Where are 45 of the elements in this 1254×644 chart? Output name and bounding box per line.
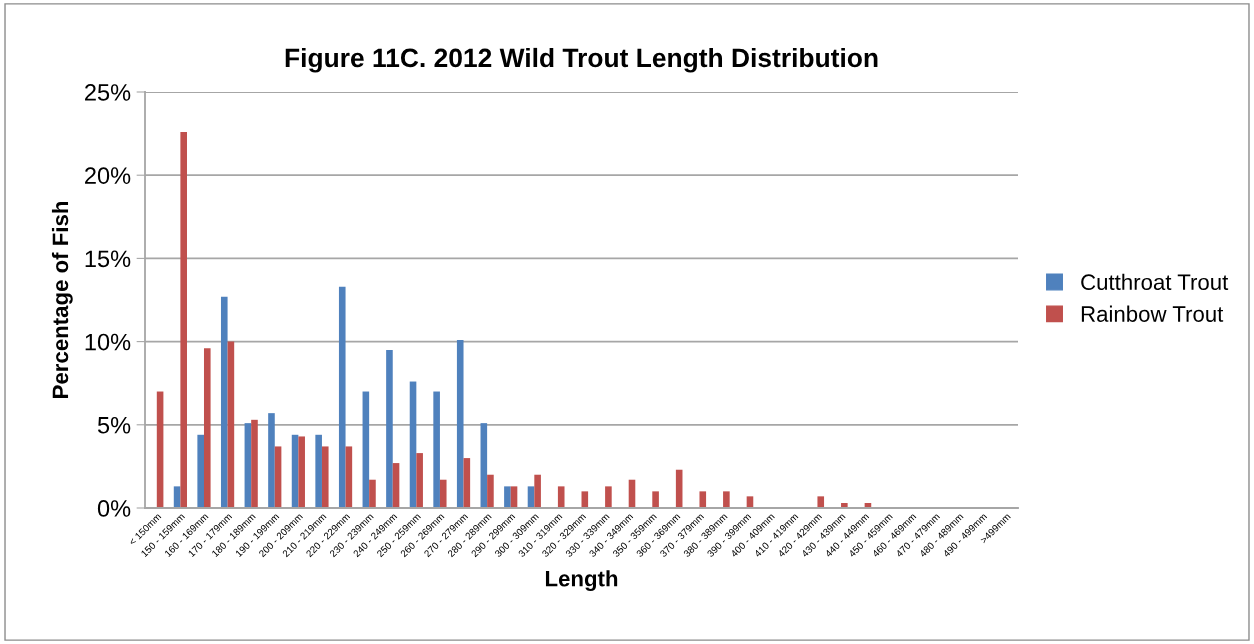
bar [439, 479, 447, 508]
bar [274, 446, 282, 508]
bar [180, 131, 187, 508]
bar [220, 296, 228, 508]
bar [504, 486, 511, 508]
y-tick-label: 0% [97, 500, 131, 517]
bar [227, 341, 235, 508]
x-axis-title: Length [545, 570, 618, 591]
bar [699, 491, 707, 508]
y-axis-title: Percentage of Fish [51, 201, 73, 398]
bar [197, 434, 204, 508]
bar [315, 434, 322, 508]
bar [345, 446, 353, 508]
legend-label: Cutthroat Trout [1081, 273, 1229, 291]
bar [251, 419, 258, 508]
bar [416, 453, 423, 508]
y-tick-label: 10% [85, 333, 131, 351]
y-tick-label: 15% [85, 250, 131, 268]
y-tick-label: 5% [97, 416, 131, 434]
legend-label: Rainbow Trout [1081, 305, 1224, 322]
bar [156, 391, 164, 508]
bar [362, 391, 370, 508]
y-tick-label: 25% [85, 84, 131, 101]
bar [409, 381, 417, 508]
bar [480, 423, 488, 508]
bar [321, 446, 329, 508]
bar [298, 436, 305, 508]
bar [456, 339, 464, 508]
bar [605, 486, 612, 508]
bar [433, 391, 440, 508]
bar [369, 479, 376, 508]
bar [338, 286, 346, 508]
bar [268, 413, 275, 508]
y-tick-label: 20% [85, 167, 131, 184]
bar [244, 423, 252, 508]
bar [203, 348, 211, 508]
bar [581, 491, 589, 508]
bar [487, 474, 494, 508]
bar [652, 491, 659, 508]
chart-title: Figure 11C. 2012 Wild Trout Length Distribution [285, 47, 878, 73]
bar [386, 349, 393, 508]
bar [557, 486, 565, 508]
bar [534, 474, 541, 508]
bar [817, 496, 825, 508]
bar [723, 491, 730, 508]
